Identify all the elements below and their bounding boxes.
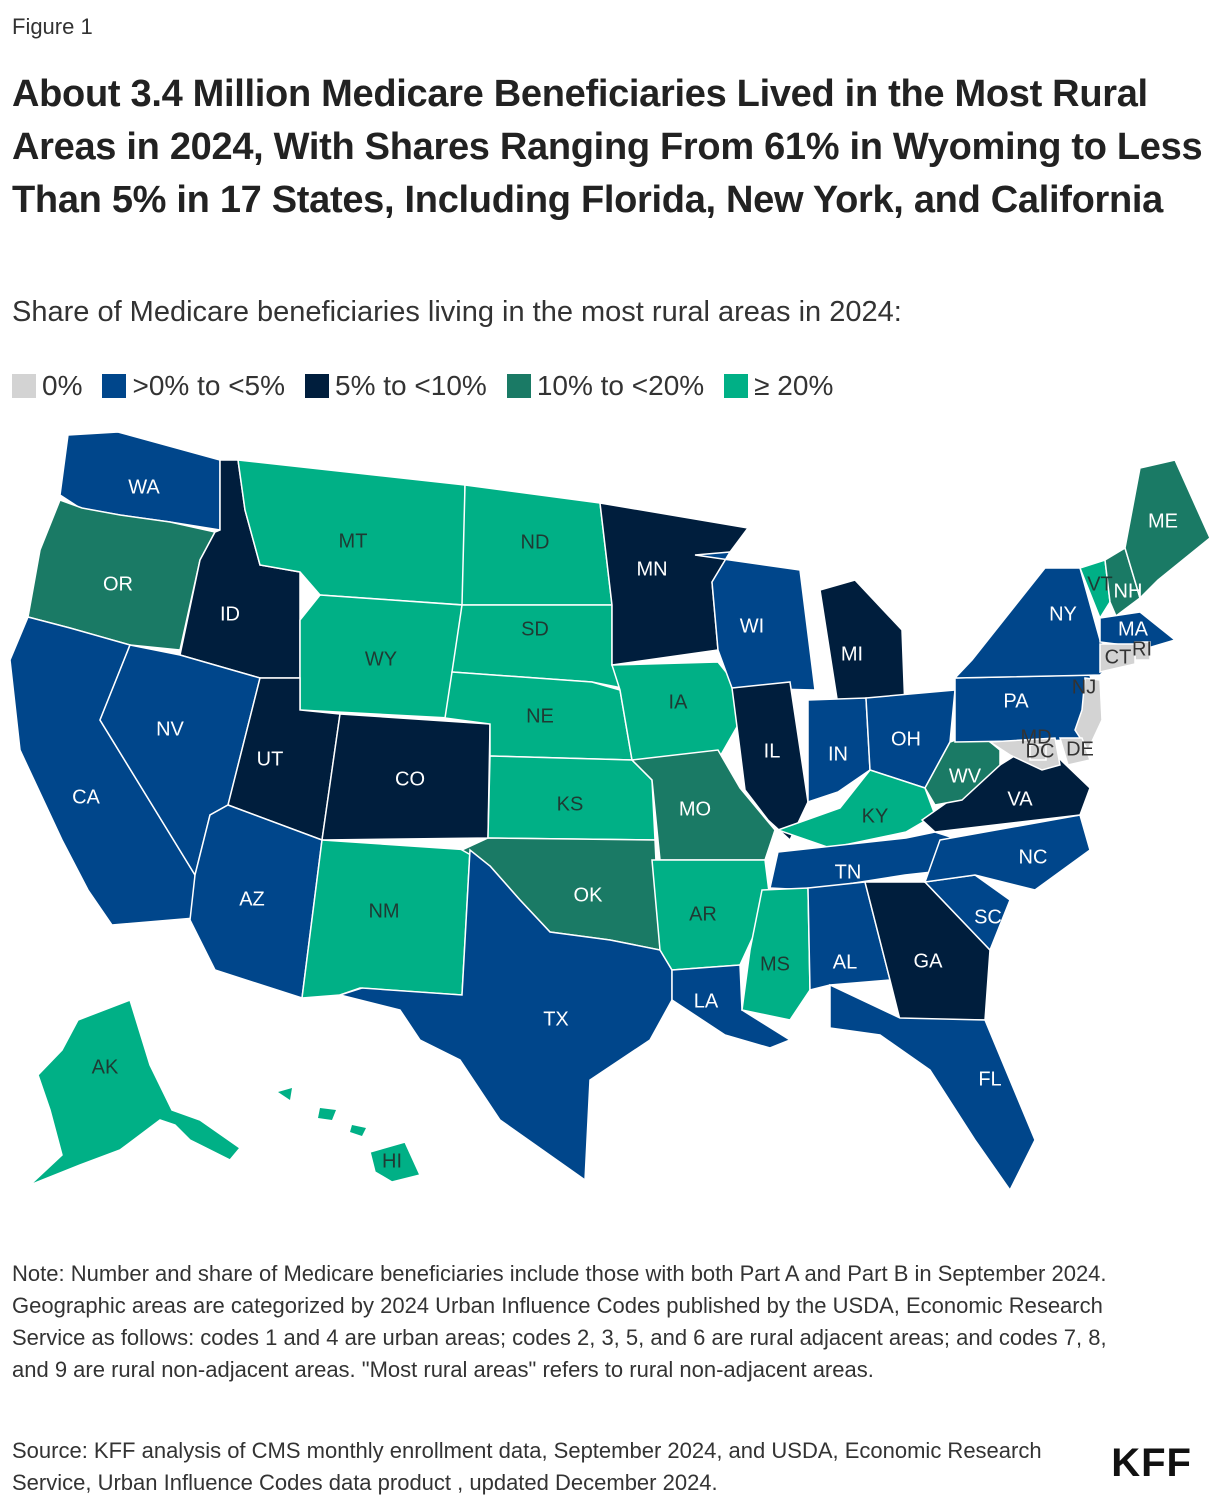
legend-item-3: 10% to <20% <box>506 370 705 402</box>
legend-item-1: >0% to <5% <box>102 370 285 402</box>
legend-swatch-3 <box>506 374 531 398</box>
state-label-nj: NJ <box>1072 676 1096 698</box>
state-label-wy: WY <box>365 648 397 670</box>
state-label-co: CO <box>395 768 425 790</box>
state-wi <box>694 551 816 691</box>
state-label-me: ME <box>1148 510 1178 532</box>
legend-label-1: >0% to <5% <box>132 370 286 401</box>
state-label-tx: TX <box>543 1008 569 1030</box>
state-hi-island-0 <box>278 1088 292 1100</box>
legend-label-4: ≥ 20% <box>754 370 834 401</box>
state-label-ne: NE <box>526 705 554 727</box>
state-label-mi: MI <box>841 643 863 665</box>
state-ak <box>29 999 242 1186</box>
state-label-ct: CT <box>1105 646 1132 668</box>
state-ks <box>487 755 656 841</box>
state-label-az: AZ <box>239 888 265 910</box>
state-label-md: MD <box>1020 726 1051 748</box>
legend-item-0: 0% <box>12 370 82 402</box>
state-label-pa: PA <box>1003 690 1029 712</box>
state-fl <box>829 983 1036 1192</box>
state-label-dc: DC <box>1026 740 1055 762</box>
legend-swatch-1 <box>102 374 127 398</box>
legend-label-3: 10% to <20% <box>536 370 705 401</box>
state-label-hi: HI <box>382 1150 402 1172</box>
note-text: Note: Number and share of Medicare benef… <box>12 1261 1107 1382</box>
state-label-id: ID <box>220 603 240 625</box>
state-label-nv: NV <box>156 718 184 740</box>
kff-logo: KFF <box>1111 1441 1192 1485</box>
state-label-il: IL <box>764 740 781 762</box>
state-label-ia: IA <box>669 691 689 713</box>
legend-swatch-4 <box>724 374 749 398</box>
chart-title: About 3.4 Million Medicare Beneficiaries… <box>12 73 1203 221</box>
state-label-ar: AR <box>689 903 717 925</box>
state-hi <box>369 1141 422 1183</box>
state-label-nm: NM <box>368 900 399 922</box>
state-ca <box>9 616 196 926</box>
state-label-sd: SD <box>521 618 549 640</box>
state-label-ms: MS <box>760 953 790 975</box>
state-dc <box>1029 744 1047 761</box>
state-in <box>807 697 871 804</box>
state-label-la: LA <box>694 990 719 1012</box>
state-label-in: IN <box>828 743 848 765</box>
legend: 0% >0% to <5% 5% to <10% 10% to <20% ≥ 2… <box>12 370 853 402</box>
state-label-ky: KY <box>862 805 889 827</box>
state-mi <box>819 579 906 719</box>
legend-swatch-2 <box>305 374 330 398</box>
chart-subtitle: Share of Medicare beneficiaries living i… <box>12 296 902 328</box>
state-label-tn: TN <box>835 861 862 883</box>
state-label-ak: AK <box>92 1056 119 1078</box>
state-al <box>807 881 891 991</box>
state-me <box>1124 459 1211 600</box>
state-nj <box>1074 677 1103 752</box>
state-label-nd: ND <box>521 531 550 553</box>
state-label-va: VA <box>1007 788 1033 810</box>
state-ia <box>610 661 743 761</box>
state-label-fl: FL <box>978 1068 1001 1090</box>
state-label-sc: SC <box>974 906 1002 928</box>
source-text: Source: KFF analysis of CMS monthly enro… <box>12 1438 1042 1495</box>
state-hi-island-1 <box>318 1108 336 1120</box>
state-label-ca: CA <box>72 786 100 808</box>
state-label-al: AL <box>833 951 857 973</box>
state-label-mn: MN <box>636 558 667 580</box>
state-label-wi: WI <box>740 615 764 637</box>
legend-label-0: 0% <box>42 370 83 401</box>
state-mo <box>630 749 776 861</box>
state-label-vt: VT <box>1087 573 1113 595</box>
state-label-oh: OH <box>891 728 921 750</box>
legend-item-4: ≥ 20% <box>724 370 833 402</box>
figure-label: Figure 1 <box>12 14 93 39</box>
state-ct <box>1099 643 1136 673</box>
legend-item-2: 5% to <10% <box>305 370 487 402</box>
state-label-de: DE <box>1066 738 1094 760</box>
state-label-ut: UT <box>257 748 284 770</box>
state-label-ma: MA <box>1118 618 1149 640</box>
state-label-mo: MO <box>679 798 711 820</box>
state-label-ri: RI <box>1132 638 1152 660</box>
state-de <box>1058 737 1091 766</box>
state-hi-island-2 <box>350 1125 366 1136</box>
state-label-ga: GA <box>914 950 944 972</box>
legend-label-2: 5% to <10% <box>335 370 487 401</box>
state-label-mt: MT <box>339 530 368 552</box>
state-label-ny: NY <box>1049 603 1077 625</box>
state-label-ks: KS <box>557 793 584 815</box>
us-map-svg: WA OR CA ID NV MT WY UT CO AZ NM ND SD NE KS OK TX MN IA MO… <box>9 431 1211 1192</box>
state-label-wv: WV <box>949 765 982 787</box>
state-label-nc: NC <box>1019 846 1048 868</box>
state-label-ok: OK <box>574 884 604 906</box>
legend-swatch-0 <box>12 374 36 398</box>
state-nh <box>1104 546 1141 618</box>
state-label-or: OR <box>103 573 133 595</box>
state-la <box>671 964 792 1049</box>
state-label-wa: WA <box>128 476 160 498</box>
us-map: WA OR CA ID NV MT WY UT CO AZ NM ND SD NE KS OK TX MN IA MO… <box>0 420 1220 1220</box>
state-ma <box>1099 611 1177 649</box>
state-label-nh: NH <box>1114 580 1143 602</box>
